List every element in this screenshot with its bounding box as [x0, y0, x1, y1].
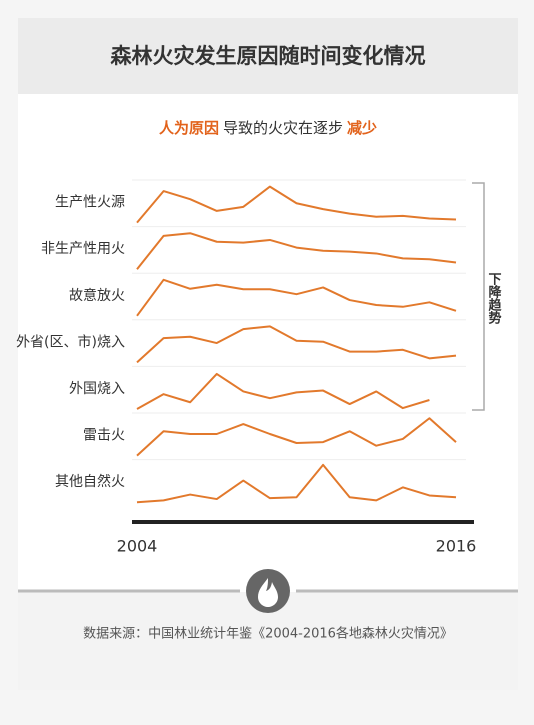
- series-label: 外省(区、市)烧入: [16, 333, 125, 350]
- source: 数据来源：中国林业统计年鉴《2004-2016各地森林火灾情况》: [83, 626, 453, 642]
- bracket: [472, 182, 485, 411]
- series-label: 雷击火: [83, 428, 125, 444]
- series-line: [136, 232, 457, 270]
- flame-icon: [258, 578, 278, 607]
- trend-label: 下降趋势: [486, 272, 502, 325]
- subtitle-part: 导致的火灾在逐步: [223, 119, 343, 137]
- chart-title: 森林火灾发生原因随时间变化情况: [111, 44, 426, 68]
- series-line: [136, 185, 457, 224]
- series-line: [136, 278, 457, 317]
- subtitle-part: 减少: [347, 119, 377, 137]
- series-label: 故意放火: [69, 287, 125, 304]
- series-line: [136, 372, 430, 410]
- x-tick-label: 2004: [117, 537, 158, 556]
- subtitle: 人为原因 导致的火灾在逐步 减少: [159, 119, 377, 137]
- series-line: [136, 325, 457, 364]
- series-label: 外国烧入: [69, 381, 125, 397]
- title-band: [18, 18, 518, 94]
- series-label: 生产性火源: [55, 195, 125, 211]
- series-label: 其他自然火: [55, 473, 125, 490]
- series-line: [136, 463, 457, 504]
- series-label: 非生产性用火: [41, 241, 125, 257]
- series-line: [136, 417, 457, 457]
- subtitle-part: 人为原因: [159, 119, 219, 137]
- x-tick-label: 2016: [436, 537, 477, 556]
